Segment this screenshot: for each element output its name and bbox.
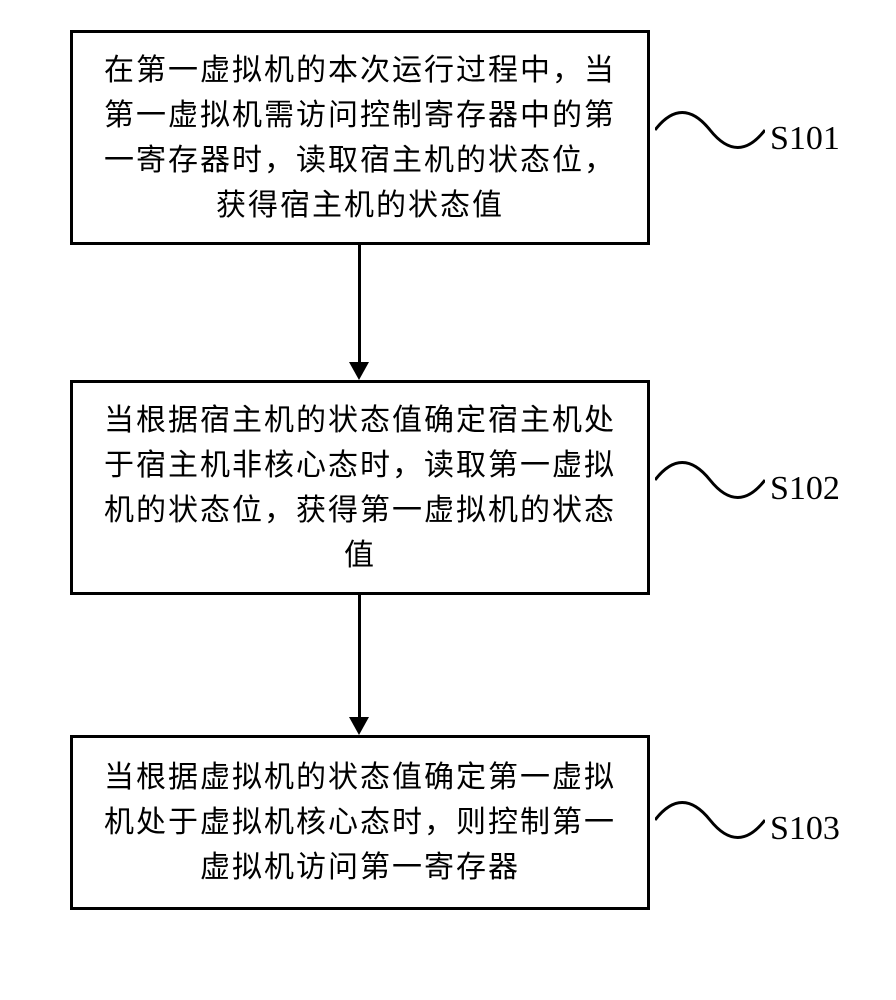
- arrow-line: [358, 595, 361, 718]
- connector-wave-s101: [655, 100, 765, 160]
- step-box-s103: 当根据虚拟机的状态值确定第一虚拟机处于虚拟机核心态时，则控制第一虚拟机访问第一寄…: [70, 735, 650, 910]
- step-text: 当根据宿主机的状态值确定宿主机处于宿主机非核心态时，读取第一虚拟机的状态位，获得…: [97, 398, 623, 578]
- arrow-head-icon: [349, 717, 369, 735]
- connector-wave-s102: [655, 450, 765, 510]
- arrow-line: [358, 245, 361, 363]
- step-label: S101: [770, 120, 840, 158]
- step-text: 当根据虚拟机的状态值确定第一虚拟机处于虚拟机核心态时，则控制第一虚拟机访问第一寄…: [97, 755, 623, 890]
- step-box-s102: 当根据宿主机的状态值确定宿主机处于宿主机非核心态时，读取第一虚拟机的状态位，获得…: [70, 380, 650, 595]
- step-label: S102: [770, 470, 840, 508]
- flowchart-container: 在第一虚拟机的本次运行过程中，当第一虚拟机需访问控制寄存器中的第一寄存器时，读取…: [0, 0, 896, 1000]
- step-text: 在第一虚拟机的本次运行过程中，当第一虚拟机需访问控制寄存器中的第一寄存器时，读取…: [97, 48, 623, 228]
- step-label: S103: [770, 810, 840, 848]
- arrow-head-icon: [349, 362, 369, 380]
- connector-wave-s103: [655, 790, 765, 850]
- step-box-s101: 在第一虚拟机的本次运行过程中，当第一虚拟机需访问控制寄存器中的第一寄存器时，读取…: [70, 30, 650, 245]
